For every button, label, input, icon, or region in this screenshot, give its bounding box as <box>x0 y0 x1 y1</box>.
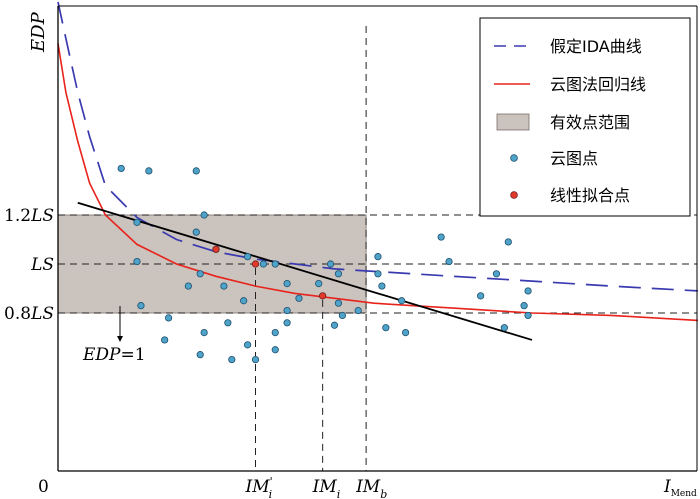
cloud-point-46 <box>520 302 528 310</box>
legend-ida-label: 假定IDA曲线 <box>550 37 642 56</box>
cloud-point-45 <box>524 287 532 295</box>
cloud-point-11 <box>271 260 279 268</box>
cloud-point-12 <box>283 279 291 288</box>
x-marker-sub-im-i: i <box>337 488 341 499</box>
cloud-point-30 <box>334 299 343 307</box>
cloud-point-0 <box>117 164 125 173</box>
y-tick-num-0.8LS: 0.8 <box>4 304 31 324</box>
cloud-point-41 <box>437 233 445 241</box>
cloud-point-20 <box>224 319 232 327</box>
cloud-point-51 <box>192 167 200 175</box>
fit-point-2 <box>319 292 327 300</box>
cloud-point-21 <box>228 355 236 364</box>
cloud-point-1 <box>133 218 141 226</box>
x-marker-label-im-prime-i: IM' i <box>245 475 273 499</box>
cloud-point-19 <box>196 351 204 359</box>
cloud-point-3 <box>137 302 145 310</box>
legend-regression-label: 云图法回归线 <box>550 75 646 94</box>
cloud-point-28 <box>315 279 323 288</box>
annotation-arrowhead <box>117 336 123 342</box>
cloud-point-4 <box>165 314 173 322</box>
cloud-point-43 <box>477 292 485 300</box>
y-tick-var-1.2LS: LS <box>30 206 54 226</box>
legend-cloud-point-label: 云图点 <box>550 149 598 168</box>
legend-fit-point-label: 线性拟合点 <box>550 186 630 205</box>
cloud-point-36 <box>382 324 390 332</box>
x-marker-sub-im-prime-i: i <box>269 488 273 499</box>
cloud-point-31 <box>338 311 346 320</box>
legend: 假定IDA曲线 云图法回归线 有效点范围 云图点 线性拟合点 <box>479 17 691 217</box>
cloud-point-2 <box>133 257 141 266</box>
cloud-point-48 <box>492 270 501 278</box>
cloud-point-15 <box>184 282 192 290</box>
y-tick-num-1.2LS: 1.2 <box>4 206 31 226</box>
legend-fit-point-swatch <box>510 191 518 199</box>
fit-point-1 <box>251 260 260 268</box>
cloud-point-23 <box>251 355 260 364</box>
annotation-rest: =1 <box>120 345 145 365</box>
legend-band-label: 有效点范围 <box>550 113 630 132</box>
x-axis-label: IMend <box>663 477 697 499</box>
y-axis-label: EDP <box>28 11 49 53</box>
x-marker-sub-im-b: b <box>380 488 387 499</box>
annotation-label: EDP=1 <box>82 345 146 365</box>
cloud-point-10 <box>259 260 267 268</box>
cloud-point-40 <box>374 253 382 261</box>
y-tick-label-LS: LS <box>30 255 54 275</box>
cloud-point-32 <box>330 321 339 329</box>
cloud-point-9 <box>244 253 252 261</box>
cloud-point-42 <box>445 257 453 266</box>
cloud-point-44 <box>524 311 532 320</box>
cloud-point-22 <box>244 341 252 349</box>
valid-range-band <box>57 214 367 314</box>
x-marker-label-im-b: IMb <box>355 477 387 499</box>
cloud-point-47 <box>504 238 512 246</box>
fit-point-0 <box>212 245 220 253</box>
cloud-point-29 <box>334 270 343 278</box>
origin-label: 0 <box>38 477 49 497</box>
x-axis-label-main: I <box>663 477 671 497</box>
cloud-point-33 <box>354 306 362 315</box>
linear-fit-line <box>77 201 533 341</box>
cloud-point-18 <box>200 328 208 337</box>
cloud-point-49 <box>500 324 508 332</box>
cloud-point-25 <box>271 346 279 354</box>
y-tick-label-0.8LS: 0.8LS <box>4 304 54 324</box>
cloud-point-37 <box>398 297 406 305</box>
cloud-point-39 <box>326 260 335 268</box>
x-marker-main-im-i: IM <box>312 477 338 497</box>
cloud-point-35 <box>378 282 386 290</box>
x-marker-main-im-prime-i: IM <box>245 477 271 497</box>
cloud-point-17 <box>240 297 248 305</box>
legend-band-swatch <box>496 113 530 131</box>
y-tick-label-1.2LS: 1.2LS <box>4 206 54 226</box>
annotation-italic: EDP <box>82 345 121 365</box>
cloud-point-5 <box>161 336 169 344</box>
cloud-point-13 <box>283 306 291 315</box>
cloud-point-26 <box>283 319 291 327</box>
cloud-point-16 <box>220 282 228 290</box>
y-tick-var-0.8LS: LS <box>30 304 54 324</box>
x-axis-label-sub: Mend <box>671 489 697 499</box>
y-tick-var-LS: LS <box>30 255 54 275</box>
cloud-point-6 <box>192 228 200 236</box>
x-marker-main-im-b: IM <box>355 477 381 497</box>
x-marker-label-im-i: IMi <box>312 477 341 499</box>
cloud-point-27 <box>295 294 303 302</box>
cloud-point-7 <box>200 211 208 219</box>
cloud-point-24 <box>271 328 279 337</box>
legend-cloud-point-swatch <box>510 154 518 162</box>
cloud-regression-curve <box>57 43 698 322</box>
x-marker-sup-im-prime-i: ' <box>270 475 273 488</box>
cloud-point-14 <box>196 270 204 278</box>
cloud-point-38 <box>401 328 410 337</box>
cloud-point-34 <box>374 270 382 278</box>
cloud-point-50 <box>145 167 153 175</box>
